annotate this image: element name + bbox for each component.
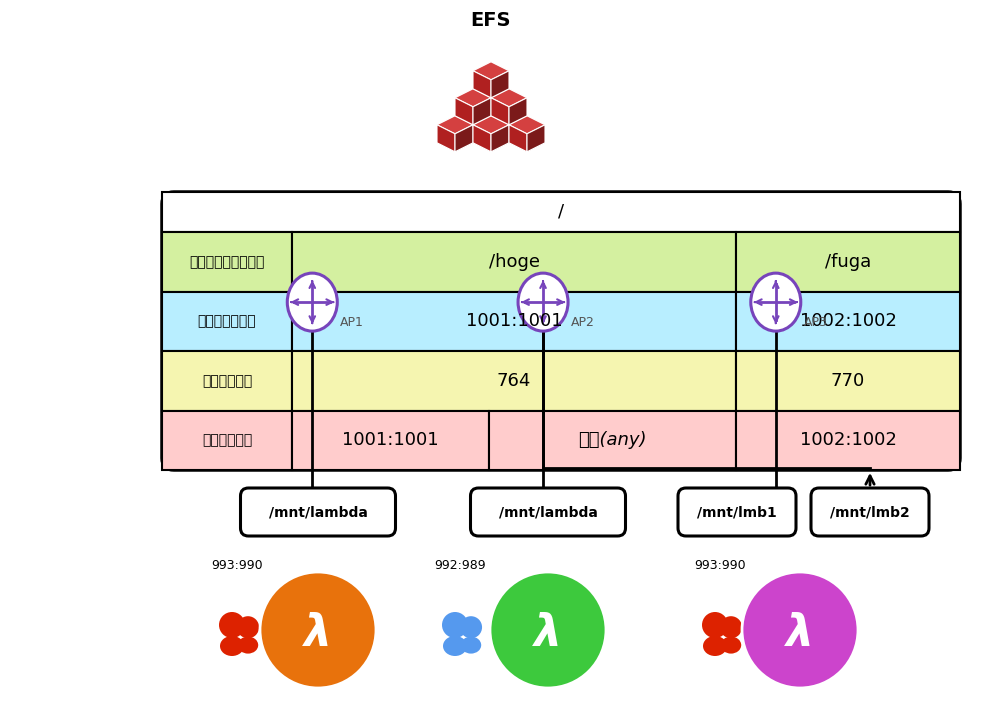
Polygon shape (473, 98, 491, 124)
Bar (736, 411, 960, 470)
FancyBboxPatch shape (811, 488, 929, 536)
Circle shape (702, 612, 728, 638)
Text: 770: 770 (831, 372, 865, 389)
Text: AP3: AP3 (804, 316, 828, 329)
Polygon shape (473, 71, 491, 98)
Text: /mnt/lmb1: /mnt/lmb1 (697, 505, 777, 519)
Bar (292, 411, 489, 470)
Circle shape (442, 612, 468, 638)
Text: λ: λ (786, 612, 814, 654)
Text: λ: λ (534, 612, 562, 654)
Text: 1002:1002: 1002:1002 (799, 431, 897, 449)
Polygon shape (509, 116, 545, 134)
Ellipse shape (288, 273, 337, 331)
Text: λ: λ (304, 612, 332, 654)
Text: /: / (558, 203, 564, 221)
Ellipse shape (461, 636, 481, 654)
Text: フォルダ所有権: フォルダ所有権 (197, 314, 256, 328)
Bar (292, 232, 736, 291)
Circle shape (260, 572, 376, 688)
Text: 993:990: 993:990 (211, 559, 263, 572)
Polygon shape (437, 116, 473, 134)
Text: 1001:1001: 1001:1001 (342, 431, 439, 449)
Text: アクセス強制: アクセス強制 (202, 433, 252, 447)
Bar (736, 232, 960, 291)
Polygon shape (491, 98, 509, 124)
Polygon shape (527, 124, 545, 152)
Text: 1001:1001: 1001:1001 (465, 312, 563, 331)
Bar (162, 291, 292, 351)
Polygon shape (473, 124, 491, 152)
Text: EFS: EFS (470, 10, 512, 30)
Circle shape (720, 616, 742, 638)
Ellipse shape (518, 273, 568, 331)
Text: /fuga: /fuga (825, 253, 871, 271)
Circle shape (490, 572, 606, 688)
Text: /mnt/lmb2: /mnt/lmb2 (830, 505, 910, 519)
Text: 992:989: 992:989 (434, 559, 486, 572)
Ellipse shape (220, 636, 244, 656)
Ellipse shape (703, 636, 727, 656)
Polygon shape (437, 124, 455, 152)
Polygon shape (473, 62, 509, 80)
Polygon shape (491, 71, 509, 98)
Bar (162, 411, 292, 470)
Text: /mnt/lambda: /mnt/lambda (499, 505, 597, 519)
Text: 1002:1002: 1002:1002 (799, 312, 897, 331)
Text: 993:990: 993:990 (694, 559, 745, 572)
Circle shape (237, 616, 259, 638)
FancyBboxPatch shape (678, 488, 796, 536)
Circle shape (742, 572, 858, 688)
Circle shape (219, 612, 245, 638)
Text: AP2: AP2 (572, 316, 595, 329)
Bar (736, 291, 960, 351)
Polygon shape (509, 124, 527, 152)
Text: なし(any): なし(any) (578, 431, 647, 449)
Polygon shape (473, 116, 509, 134)
Text: AP1: AP1 (341, 316, 364, 329)
Bar (292, 351, 736, 411)
Text: ルートディレクトリ: ルートディレクトリ (190, 255, 265, 269)
FancyBboxPatch shape (162, 192, 960, 470)
Text: アクセス権限: アクセス権限 (202, 373, 252, 388)
Polygon shape (491, 124, 509, 152)
Bar (736, 351, 960, 411)
Ellipse shape (751, 273, 800, 331)
Text: /hoge: /hoge (489, 253, 540, 271)
Ellipse shape (238, 636, 258, 654)
Bar (162, 192, 960, 232)
Circle shape (460, 616, 482, 638)
Text: 764: 764 (497, 372, 531, 389)
Ellipse shape (443, 636, 467, 656)
FancyBboxPatch shape (241, 488, 396, 536)
Text: /mnt/lambda: /mnt/lambda (268, 505, 367, 519)
Polygon shape (509, 98, 527, 124)
Bar (162, 232, 292, 291)
Bar (292, 291, 736, 351)
Polygon shape (455, 124, 473, 152)
Polygon shape (455, 89, 491, 107)
Bar (489, 411, 736, 470)
Polygon shape (455, 98, 473, 124)
FancyBboxPatch shape (470, 488, 626, 536)
Bar (162, 351, 292, 411)
Ellipse shape (721, 636, 741, 654)
Polygon shape (491, 89, 527, 107)
